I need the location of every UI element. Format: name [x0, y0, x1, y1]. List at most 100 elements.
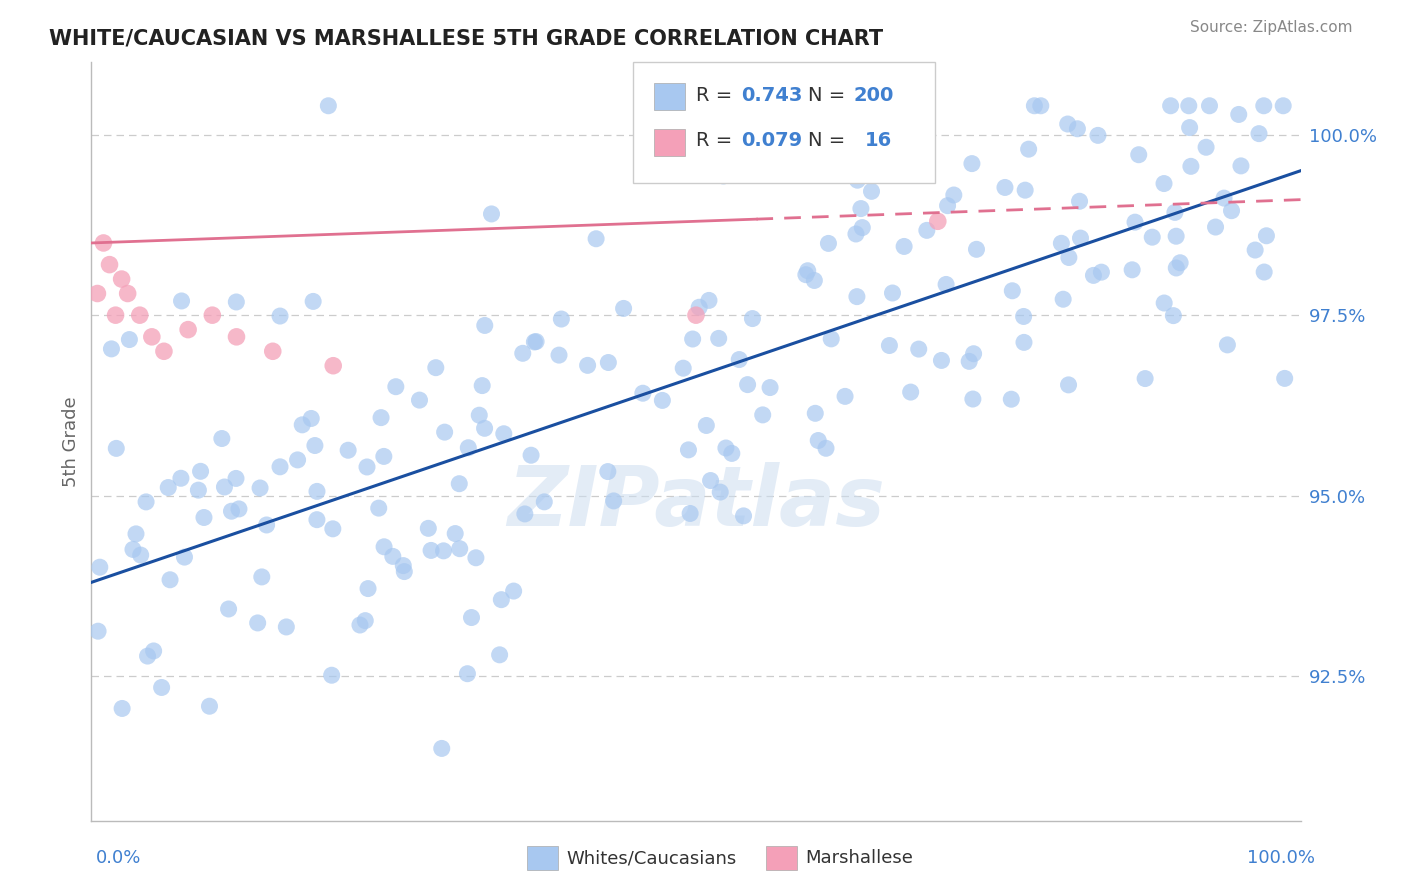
Point [1142, 230, 1164, 244]
Point [394, 565, 416, 579]
Point [170, 471, 193, 485]
Point [153, 344, 176, 359]
Point [1024, 99, 1046, 113]
Point [1168, 256, 1191, 270]
Text: ZIPatlas: ZIPatlas [508, 462, 884, 542]
Point [533, 495, 555, 509]
Point [804, 406, 827, 420]
Point [759, 380, 782, 394]
Point [794, 268, 817, 282]
Point [1069, 231, 1091, 245]
Point [225, 330, 247, 344]
Point [420, 543, 443, 558]
Point [882, 285, 904, 300]
Point [198, 699, 221, 714]
Point [249, 481, 271, 495]
Point [702, 99, 724, 113]
Point [104, 308, 127, 322]
Point [631, 386, 654, 401]
Point [370, 410, 392, 425]
Text: 0.743: 0.743 [741, 86, 803, 105]
Y-axis label: 5th Grade: 5th Grade [62, 396, 80, 487]
Point [408, 393, 430, 408]
Point [733, 508, 755, 523]
Point [471, 378, 494, 392]
Point [291, 417, 314, 432]
Point [1166, 229, 1188, 244]
Point [523, 334, 546, 349]
Point [728, 352, 751, 367]
Point [449, 541, 471, 556]
Point [150, 681, 173, 695]
Point [1160, 99, 1182, 113]
Point [1087, 128, 1109, 143]
Point [128, 308, 150, 322]
Point [491, 592, 513, 607]
Point [456, 666, 478, 681]
Point [520, 448, 543, 462]
Point [602, 494, 624, 508]
Point [211, 432, 233, 446]
Point [957, 354, 980, 368]
Point [111, 272, 132, 286]
Point [935, 277, 957, 292]
Point [524, 334, 547, 349]
Point [190, 464, 212, 478]
Point [845, 227, 868, 241]
Point [373, 450, 395, 464]
Point [720, 446, 742, 460]
Point [672, 361, 695, 376]
Point [305, 513, 328, 527]
Point [193, 510, 215, 524]
Text: N =: N = [808, 130, 852, 150]
Point [1244, 243, 1267, 257]
Point [432, 544, 454, 558]
Text: 100.0%: 100.0% [1247, 849, 1315, 867]
Point [89, 560, 111, 574]
Point [1198, 99, 1220, 113]
Point [697, 293, 720, 308]
Point [834, 389, 856, 403]
Point [1001, 284, 1024, 298]
Point [1253, 99, 1275, 113]
Point [1213, 191, 1236, 205]
Text: 0.079: 0.079 [741, 130, 801, 150]
Point [1216, 338, 1239, 352]
Point [246, 615, 269, 630]
Point [488, 648, 510, 662]
Point [713, 169, 735, 183]
Point [513, 507, 536, 521]
Point [105, 442, 128, 456]
Point [318, 99, 340, 113]
Point [860, 185, 883, 199]
Point [157, 481, 180, 495]
Point [814, 442, 837, 456]
Point [931, 353, 953, 368]
Point [474, 421, 496, 435]
Point [1000, 392, 1022, 407]
Point [173, 550, 195, 565]
Point [225, 471, 247, 485]
Point [322, 522, 344, 536]
Point [1018, 142, 1040, 156]
Point [741, 311, 763, 326]
Point [87, 624, 110, 639]
Point [201, 308, 224, 322]
Point [1153, 177, 1175, 191]
Point [846, 173, 869, 187]
Point [117, 286, 139, 301]
Point [1123, 215, 1146, 229]
Point [118, 333, 141, 347]
Point [1164, 205, 1187, 219]
Point [651, 393, 673, 408]
Point [474, 318, 496, 333]
Point [927, 214, 949, 228]
Point [221, 504, 243, 518]
Point [321, 668, 343, 682]
Point [492, 426, 515, 441]
Point [1272, 99, 1295, 113]
Point [322, 359, 344, 373]
Point [1253, 265, 1275, 279]
Point [548, 348, 571, 362]
Point [1180, 159, 1202, 173]
